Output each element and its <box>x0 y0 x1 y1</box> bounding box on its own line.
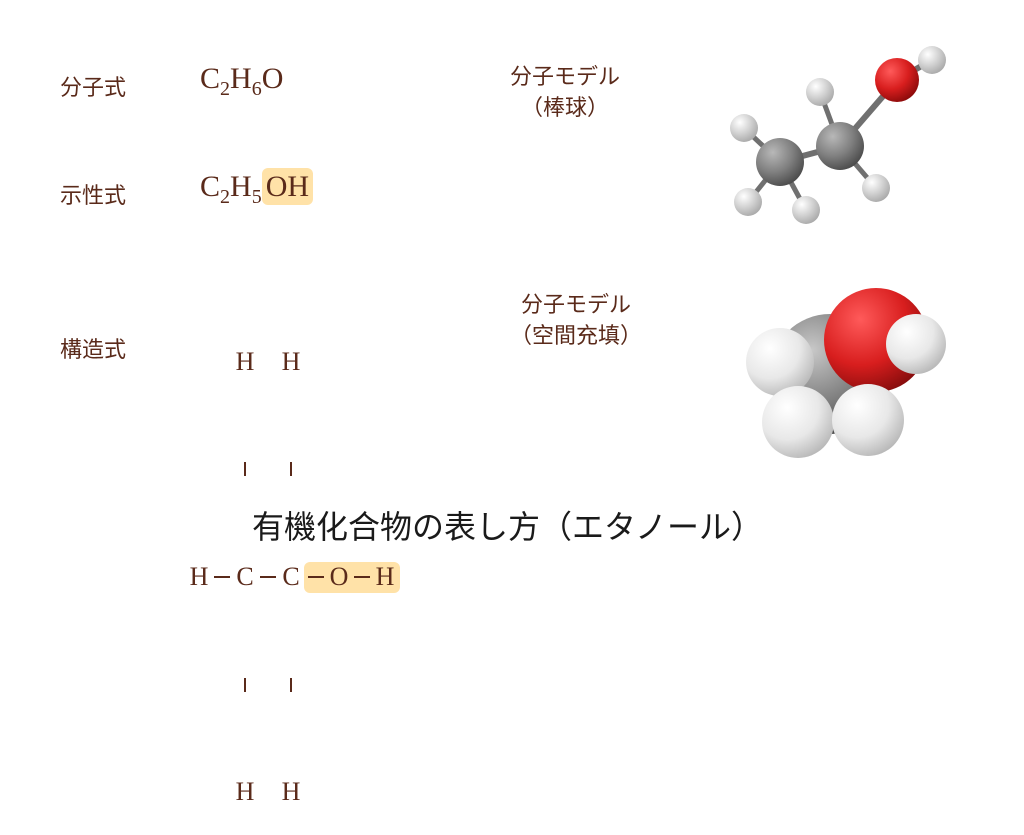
highlight-oh: OH <box>262 168 313 205</box>
bond-vertical <box>290 462 292 476</box>
bond-horizontal <box>260 576 276 578</box>
atom-h: H <box>372 563 398 592</box>
atom-h: H <box>278 778 304 807</box>
atom-c: C <box>200 62 220 95</box>
atom-h: H <box>232 778 258 807</box>
bond-horizontal <box>214 576 230 578</box>
model-ballstick <box>700 16 970 246</box>
atom-c: C <box>200 170 220 203</box>
label-molecular: 分子式 <box>60 70 126 102</box>
bond-vertical <box>244 678 246 692</box>
sub-2: 2 <box>220 78 230 100</box>
atom-h: H <box>278 348 304 377</box>
model-spacefill <box>720 262 970 482</box>
label-rational: 示性式 <box>60 178 126 210</box>
sub-5: 5 <box>252 186 262 208</box>
sub-2: 2 <box>220 186 230 208</box>
atom-c: C <box>232 563 258 592</box>
formula-molecular: C2H6O <box>200 62 283 101</box>
sub-6: 6 <box>252 78 262 100</box>
label-structural: 構造式 <box>60 332 126 364</box>
bond-horizontal <box>354 576 370 578</box>
atom-c: C <box>278 563 304 592</box>
atom-h: H <box>232 348 258 377</box>
highlight-oh-struct: O H <box>304 562 400 593</box>
atom-h: H <box>230 62 252 95</box>
bond-vertical <box>290 678 292 692</box>
label-model-spacefill: 分子モデル （空間充填） <box>510 290 642 352</box>
atom-o: O <box>326 563 352 592</box>
atom-o: O <box>262 62 284 95</box>
label-model-ballstick: 分子モデル （棒球） <box>510 62 620 124</box>
bond-vertical <box>244 462 246 476</box>
bond-horizontal <box>308 576 324 578</box>
page-title: 有機化合物の表し方（エタノール） <box>252 502 763 548</box>
formula-rational: C2H5OH <box>200 170 313 209</box>
atom-h: H <box>230 170 252 203</box>
atom-h: H <box>186 563 212 592</box>
formula-structural: H H H C C O H H H <box>186 262 400 835</box>
